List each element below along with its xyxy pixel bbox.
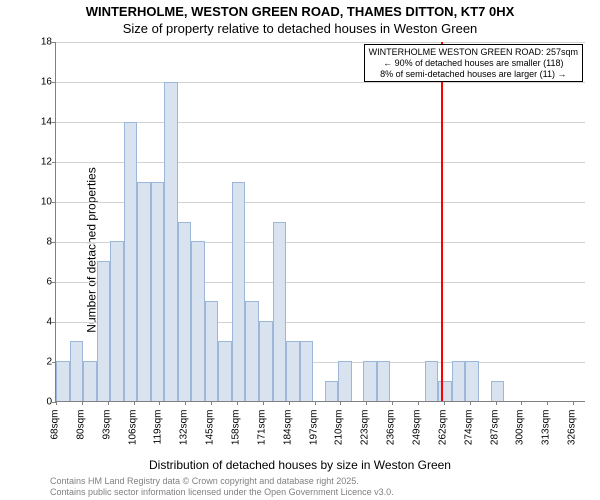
- x-tick-label: 171sqm: [256, 410, 267, 450]
- bar: [259, 321, 273, 401]
- y-tick-label: 4: [38, 317, 52, 328]
- annotation-line1: WINTERHOLME WESTON GREEN ROAD: 257sqm: [369, 47, 578, 58]
- x-tick-mark: [211, 401, 212, 405]
- x-tick-mark: [340, 401, 341, 405]
- y-tick-label: 10: [38, 197, 52, 208]
- y-tick-label: 0: [38, 397, 52, 408]
- y-tick-label: 18: [38, 37, 52, 48]
- x-tick-label: 80sqm: [75, 410, 86, 450]
- bar: [245, 301, 259, 401]
- chart-title-main: WINTERHOLME, WESTON GREEN ROAD, THAMES D…: [0, 4, 600, 19]
- x-tick-label: 223sqm: [360, 410, 371, 450]
- y-tick-label: 2: [38, 357, 52, 368]
- bar: [164, 82, 178, 401]
- attribution: Contains HM Land Registry data © Crown c…: [50, 476, 394, 498]
- x-tick-label: 158sqm: [230, 410, 241, 450]
- x-tick-label: 210sqm: [334, 410, 345, 450]
- annotation-line2: ← 90% of detached houses are smaller (11…: [369, 58, 578, 69]
- x-tick-label: 68sqm: [50, 410, 61, 450]
- x-tick-label: 274sqm: [463, 410, 474, 450]
- x-tick-label: 236sqm: [386, 410, 397, 450]
- y-tick-label: 6: [38, 277, 52, 288]
- attribution-line2: Contains public sector information licen…: [50, 487, 394, 498]
- bar: [83, 361, 97, 401]
- bar: [151, 182, 165, 401]
- bar: [70, 341, 84, 401]
- x-tick-mark: [56, 401, 57, 405]
- x-tick-label: 132sqm: [179, 410, 190, 450]
- x-tick-mark: [547, 401, 548, 405]
- x-tick-mark: [392, 401, 393, 405]
- bar: [286, 341, 300, 401]
- x-tick-label: 262sqm: [437, 410, 448, 450]
- x-tick-label: 300sqm: [515, 410, 526, 450]
- bar: [363, 361, 377, 401]
- x-tick-mark: [418, 401, 419, 405]
- x-tick-mark: [82, 401, 83, 405]
- marker-line: [441, 42, 443, 401]
- x-tick-mark: [237, 401, 238, 405]
- y-tick-label: 8: [38, 237, 52, 248]
- x-tick-label: 145sqm: [205, 410, 216, 450]
- annotation-box: WINTERHOLME WESTON GREEN ROAD: 257sqm ← …: [364, 44, 583, 82]
- x-tick-mark: [470, 401, 471, 405]
- x-tick-mark: [263, 401, 264, 405]
- annotation-line3: 8% of semi-detached houses are larger (1…: [369, 69, 578, 80]
- x-tick-mark: [289, 401, 290, 405]
- y-tick-label: 14: [38, 117, 52, 128]
- x-tick-label: 287sqm: [489, 410, 500, 450]
- x-axis-label: Distribution of detached houses by size …: [0, 458, 600, 472]
- bar: [178, 222, 192, 402]
- bar: [56, 361, 70, 401]
- x-tick-label: 326sqm: [567, 410, 578, 450]
- chart-container: WINTERHOLME, WESTON GREEN ROAD, THAMES D…: [0, 0, 600, 500]
- bar: [97, 261, 111, 401]
- x-tick-mark: [444, 401, 445, 405]
- x-tick-label: 93sqm: [101, 410, 112, 450]
- bar: [452, 361, 466, 401]
- bar: [377, 361, 391, 401]
- x-tick-mark: [521, 401, 522, 405]
- y-tick-label: 12: [38, 157, 52, 168]
- bar: [491, 381, 505, 401]
- bar: [205, 301, 219, 401]
- x-tick-mark: [573, 401, 574, 405]
- y-tick-label: 16: [38, 77, 52, 88]
- x-tick-mark: [496, 401, 497, 405]
- bar: [465, 361, 479, 401]
- x-tick-mark: [134, 401, 135, 405]
- bar: [110, 241, 124, 401]
- bar: [325, 381, 339, 401]
- bar: [218, 341, 232, 401]
- x-tick-label: 106sqm: [127, 410, 138, 450]
- bar: [191, 241, 205, 401]
- bar: [338, 361, 352, 401]
- bar: [273, 222, 287, 402]
- bar: [124, 122, 138, 401]
- attribution-line1: Contains HM Land Registry data © Crown c…: [50, 476, 394, 487]
- x-tick-mark: [108, 401, 109, 405]
- x-tick-mark: [315, 401, 316, 405]
- chart-title-sub: Size of property relative to detached ho…: [0, 21, 600, 36]
- x-tick-label: 249sqm: [411, 410, 422, 450]
- x-tick-label: 197sqm: [308, 410, 319, 450]
- x-tick-mark: [159, 401, 160, 405]
- x-tick-label: 119sqm: [153, 410, 164, 450]
- plot-area: WINTERHOLME WESTON GREEN ROAD: 257sqm ← …: [55, 42, 585, 402]
- x-tick-mark: [185, 401, 186, 405]
- x-tick-label: 184sqm: [282, 410, 293, 450]
- bar: [300, 341, 314, 401]
- bars-group: [56, 42, 585, 401]
- bar: [425, 361, 439, 401]
- bar: [232, 182, 246, 401]
- x-tick-label: 313sqm: [541, 410, 552, 450]
- x-tick-mark: [366, 401, 367, 405]
- bar: [137, 182, 151, 401]
